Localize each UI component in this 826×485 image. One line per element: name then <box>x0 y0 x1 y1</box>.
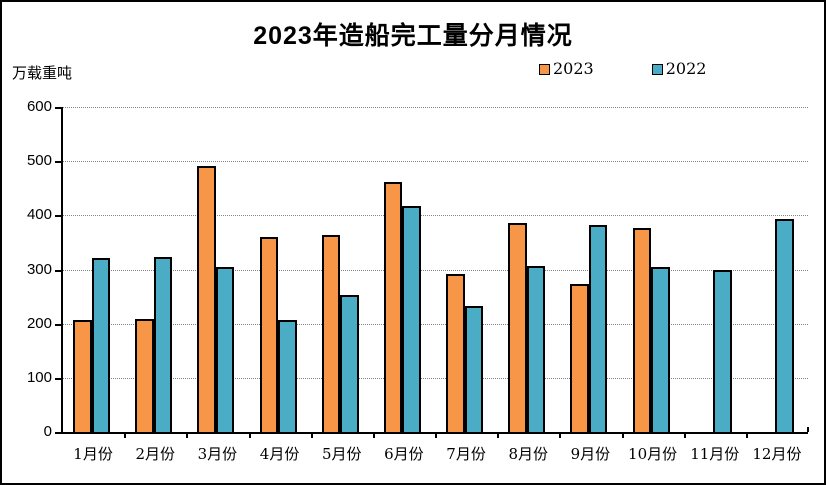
bar-2023-5月份 <box>321 234 341 434</box>
x-axis-label-6月份: 6月份 <box>384 445 424 463</box>
bar-2022-4月份 <box>278 320 297 434</box>
x-axis-label-10月份: 10月份 <box>628 445 678 463</box>
x-axis-tick-10 <box>683 434 686 438</box>
gridline-500 <box>62 161 808 163</box>
y-axis-tick-300 <box>55 269 62 272</box>
bar-2022-6月份 <box>402 205 421 434</box>
bar-2022-11月份 <box>713 269 732 434</box>
bar-2022-10月份 <box>651 266 670 434</box>
bar-2022-7月份 <box>464 306 484 434</box>
y-axis-label-100: 100 <box>26 368 52 386</box>
bar-2023-9月份 <box>570 283 589 434</box>
bar-2023-7月份 <box>446 273 465 434</box>
legend-label-2022: 2022 <box>665 59 707 78</box>
x-axis-tick-7 <box>497 434 500 438</box>
y-axis-tick-100 <box>55 377 62 380</box>
gridline-200 <box>62 323 808 325</box>
legend-item-2023: 2023 <box>539 61 594 77</box>
bar-2022-12月份 <box>775 218 794 434</box>
x-axis-tick-5 <box>372 434 375 438</box>
legend-swatch-2023-icon <box>539 63 550 75</box>
x-axis-label-8月份: 8月份 <box>508 445 548 463</box>
x-axis-tick-8 <box>559 434 562 438</box>
legend-swatch-2022-icon <box>651 63 663 75</box>
x-axis-label-7月份: 7月份 <box>446 445 486 463</box>
x-axis-label-9月份: 9月份 <box>570 445 611 463</box>
bar-2023-4月份 <box>259 236 279 434</box>
y-axis-tick-500 <box>55 161 62 164</box>
legend-label-2023: 2023 <box>553 59 594 78</box>
bar-2023-1月份 <box>73 319 92 434</box>
gridline-300 <box>62 269 808 271</box>
x-axis-label-4月份: 4月份 <box>259 445 300 463</box>
y-axis-label-400: 400 <box>26 206 52 224</box>
x-axis-tick-6 <box>435 434 437 438</box>
x-axis-tick-11 <box>745 434 748 438</box>
y-axis-label-300: 300 <box>26 260 52 278</box>
bar-2023-2月份 <box>135 319 154 434</box>
y-axis-tick-600 <box>55 107 62 109</box>
x-axis-tick-2 <box>186 434 189 438</box>
bar-2023-8月份 <box>508 223 527 434</box>
bar-2022-9月份 <box>588 224 608 434</box>
x-axis-label-5月份: 5月份 <box>321 445 362 463</box>
bar-2023-10月份 <box>632 227 652 434</box>
y-axis-tick-400 <box>55 215 62 218</box>
y-axis-tick-0 <box>55 432 62 434</box>
bar-2022-8月份 <box>526 266 546 434</box>
bar-2022-5月份 <box>340 295 359 434</box>
bar-2023-6月份 <box>383 182 403 434</box>
legend-item-2022: 2022 <box>651 59 707 78</box>
x-axis-end-tick <box>807 427 809 432</box>
gridline-100 <box>62 377 808 379</box>
bar-2022-3月份 <box>215 267 235 434</box>
x-axis-label-12月份: 12月份 <box>752 445 802 463</box>
x-axis-label-1月份: 1月份 <box>73 445 113 463</box>
bar-2023-3月份 <box>197 165 216 434</box>
gridline-400 <box>62 215 808 217</box>
y-axis-tick-200 <box>55 323 62 326</box>
bar-2022-1月份 <box>91 257 111 434</box>
y-axis-unit-label: 万载重吨 <box>12 65 73 82</box>
chart-title: 2023年造船完工量分月情况 <box>253 22 573 50</box>
bar-2022-2月份 <box>153 256 173 434</box>
y-axis-label-500: 500 <box>26 152 52 170</box>
x-axis-label-11月份: 11月份 <box>690 445 740 463</box>
x-axis-tick-3 <box>248 434 251 438</box>
y-axis-label-600: 600 <box>26 98 52 115</box>
gridline-600 <box>62 107 808 108</box>
y-axis-label-200: 200 <box>26 314 52 332</box>
x-axis-line <box>61 432 808 434</box>
y-axis-label-0: 0 <box>43 423 52 440</box>
x-axis-label-3月份: 3月份 <box>197 445 238 463</box>
x-axis-label-2月份: 2月份 <box>135 445 175 463</box>
x-axis-tick-9 <box>621 434 624 438</box>
y-axis-line <box>61 107 63 434</box>
x-axis-tick-1 <box>124 434 127 438</box>
legend: 2023 2022 <box>539 61 706 77</box>
x-axis-tick-4 <box>310 434 313 438</box>
